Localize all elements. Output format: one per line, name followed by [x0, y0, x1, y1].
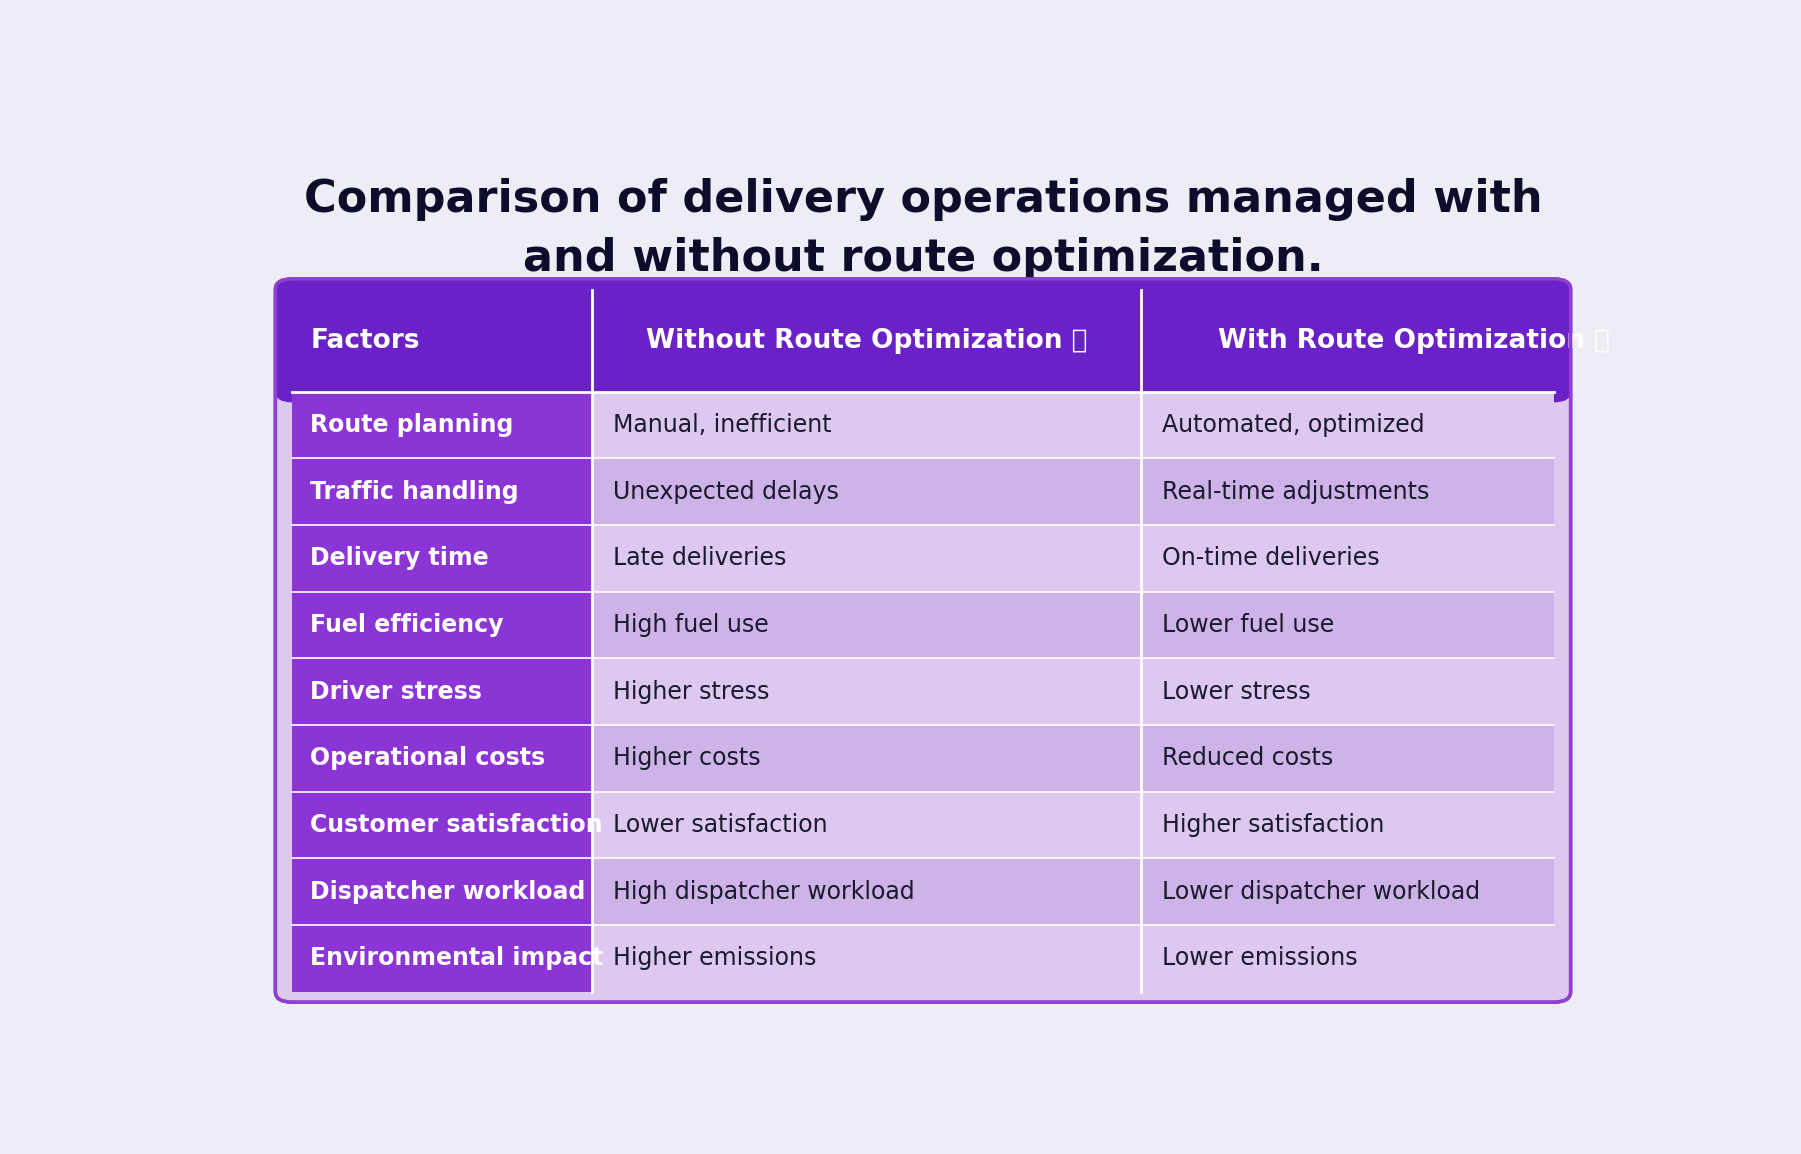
Bar [593, 525, 1554, 592]
Text: Higher satisfaction: Higher satisfaction [1162, 812, 1383, 837]
Text: Reduced costs: Reduced costs [1162, 747, 1333, 770]
Text: On-time deliveries: On-time deliveries [1162, 546, 1380, 570]
Text: Factors: Factors [310, 328, 420, 353]
Text: Dispatcher workload: Dispatcher workload [310, 879, 585, 904]
Text: Customer satisfaction: Customer satisfaction [310, 812, 603, 837]
Text: Automated, optimized: Automated, optimized [1162, 413, 1425, 437]
Text: Manual, inefficient: Manual, inefficient [612, 413, 832, 437]
Text: Without Route Optimization ❌: Without Route Optimization ❌ [647, 328, 1088, 353]
Text: Higher emissions: Higher emissions [612, 946, 816, 971]
Text: Real-time adjustments: Real-time adjustments [1162, 480, 1428, 503]
Text: Higher costs: Higher costs [612, 747, 760, 770]
Text: Operational costs: Operational costs [310, 747, 546, 770]
Bar [593, 592, 1554, 658]
Bar [593, 725, 1554, 792]
Text: Traffic handling: Traffic handling [310, 480, 519, 503]
Text: Lower stress: Lower stress [1162, 680, 1311, 704]
Text: Route planning: Route planning [310, 413, 513, 437]
Bar [593, 859, 1554, 924]
Text: Lower emissions: Lower emissions [1162, 946, 1358, 971]
Text: High dispatcher workload: High dispatcher workload [612, 879, 915, 904]
Bar [593, 458, 1554, 525]
Bar [593, 391, 1554, 458]
Text: Higher stress: Higher stress [612, 680, 769, 704]
Text: Comparison of delivery operations managed with
and without route optimization.: Comparison of delivery operations manage… [304, 179, 1542, 279]
Text: Lower satisfaction: Lower satisfaction [612, 812, 828, 837]
Text: Lower dispatcher workload: Lower dispatcher workload [1162, 879, 1480, 904]
Text: High fuel use: High fuel use [612, 613, 769, 637]
Bar [292, 340, 1554, 391]
Text: Lower fuel use: Lower fuel use [1162, 613, 1335, 637]
Bar [593, 792, 1554, 859]
Text: With Route Optimization ✅: With Route Optimization ✅ [1217, 328, 1610, 353]
Text: Driver stress: Driver stress [310, 680, 483, 704]
Bar [292, 391, 593, 991]
Text: Fuel efficiency: Fuel efficiency [310, 613, 504, 637]
FancyBboxPatch shape [276, 279, 1570, 1002]
Text: Late deliveries: Late deliveries [612, 546, 787, 570]
Bar [593, 658, 1554, 725]
Text: Environmental impact: Environmental impact [310, 946, 603, 971]
Text: Delivery time: Delivery time [310, 546, 488, 570]
Text: Unexpected delays: Unexpected delays [612, 480, 839, 503]
Bar [593, 924, 1554, 991]
FancyBboxPatch shape [276, 279, 1570, 403]
